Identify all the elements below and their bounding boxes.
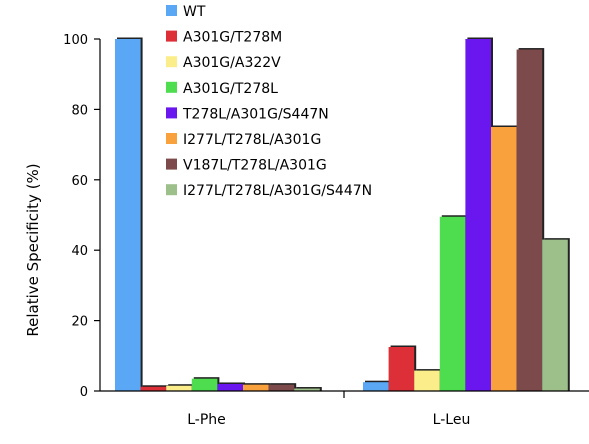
x-category-label: L-Phe — [187, 412, 226, 428]
y-tick-label: 20 — [71, 315, 88, 330]
x-categories: L-Phe L-Leu — [187, 391, 470, 428]
legend-swatch — [166, 5, 177, 16]
y-tick-label: 40 — [71, 244, 88, 259]
bar — [542, 239, 568, 391]
y-tick-label: 80 — [71, 103, 88, 118]
legend: WT A301G/T278M A301G/A322V A301G/T278L T278L… — [166, 4, 372, 199]
x-category-label: L-Leu — [433, 412, 471, 428]
legend-label: A301G/T278L — [183, 81, 278, 97]
y-axis-title: Relative Specificity (%) — [24, 163, 42, 336]
legend-swatch — [166, 56, 177, 68]
legend-swatch — [166, 158, 177, 170]
bar — [439, 216, 466, 391]
bar — [388, 347, 415, 391]
legend-label: I277L/T278L/A301G/S447N — [183, 183, 372, 199]
bar — [191, 378, 218, 391]
y-ticks: 0 20 40 60 80 100 — [63, 33, 100, 400]
bar — [465, 39, 491, 391]
legend-label: T278L/A301G/S447N — [182, 106, 329, 122]
legend-swatch — [166, 107, 177, 119]
bar — [363, 382, 389, 391]
y-tick-label: 60 — [71, 174, 88, 189]
bar — [115, 39, 141, 391]
legend-label: WT — [183, 4, 206, 20]
legend-label: V187L/T278L/A301G — [183, 158, 327, 174]
bar — [166, 385, 192, 391]
bar — [268, 384, 295, 391]
legend-label: I277L/T278L/A301G — [183, 132, 321, 148]
bar — [491, 127, 517, 391]
bar — [414, 370, 440, 391]
y-tick-label: 100 — [63, 33, 88, 48]
bar — [516, 49, 543, 392]
legend-label: A301G/T278M — [183, 30, 282, 46]
legend-swatch — [166, 81, 177, 93]
axes-layer — [99, 39, 589, 392]
legend-swatch — [166, 30, 177, 42]
bar — [294, 388, 320, 391]
y-tick-label: 0 — [80, 385, 88, 400]
bar — [217, 383, 243, 391]
bar — [140, 386, 167, 391]
bar — [243, 384, 269, 391]
legend-label: A301G/A322V — [183, 55, 281, 71]
legend-swatch — [166, 184, 177, 196]
legend-swatch — [166, 133, 177, 144]
bars-layer — [115, 37, 570, 392]
